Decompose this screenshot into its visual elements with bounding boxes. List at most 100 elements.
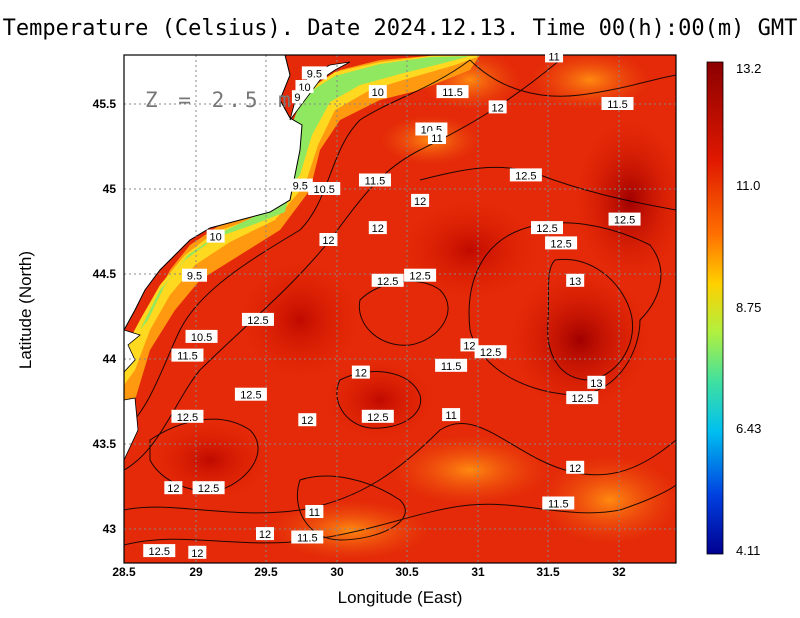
svg-text:9: 9 bbox=[294, 92, 300, 104]
svg-text:12: 12 bbox=[372, 223, 384, 235]
contour-label: 12 bbox=[188, 545, 207, 560]
x-tick: 32 bbox=[612, 565, 626, 579]
svg-text:13: 13 bbox=[590, 378, 602, 390]
y-tick: 45.5 bbox=[92, 97, 116, 111]
contour-label: 12.5 bbox=[566, 391, 599, 405]
svg-text:12.5: 12.5 bbox=[177, 412, 198, 424]
svg-text:10: 10 bbox=[210, 232, 222, 244]
svg-text:11.5: 11.5 bbox=[607, 99, 628, 111]
svg-text:9.5: 9.5 bbox=[293, 181, 308, 193]
colorbar-label-2: 11.0 bbox=[736, 178, 761, 193]
svg-text:12.5: 12.5 bbox=[240, 390, 261, 402]
x-tick: 28.5 bbox=[112, 565, 136, 579]
svg-text:12: 12 bbox=[301, 415, 313, 427]
svg-text:10.5: 10.5 bbox=[314, 184, 335, 196]
svg-text:11.5: 11.5 bbox=[297, 533, 318, 545]
contour-label: 10 bbox=[206, 229, 225, 244]
contour-label: 10.5 bbox=[308, 182, 341, 196]
contour-label: 9.5 bbox=[287, 178, 313, 193]
svg-text:13: 13 bbox=[569, 276, 581, 288]
svg-text:11.5: 11.5 bbox=[441, 361, 462, 373]
svg-text:12: 12 bbox=[191, 548, 203, 560]
contour-label: 12 bbox=[566, 460, 585, 475]
contour-label: 13 bbox=[566, 273, 585, 288]
contour-label: 10 bbox=[368, 85, 387, 99]
x-tick: 30 bbox=[330, 565, 344, 579]
svg-text:12: 12 bbox=[322, 235, 334, 247]
svg-text:12.5: 12.5 bbox=[149, 546, 170, 558]
svg-text:10: 10 bbox=[372, 87, 384, 99]
colorbar-label-min: 4.11 bbox=[736, 543, 761, 558]
svg-text:12.5: 12.5 bbox=[247, 315, 268, 327]
contour-label: 12.5 bbox=[241, 312, 274, 327]
colorbar-label-4: 6.43 bbox=[736, 421, 762, 436]
y-tick: 44.5 bbox=[92, 267, 116, 281]
contour-label: 12 bbox=[256, 527, 274, 541]
x-axis-label: Longitude (East) bbox=[337, 588, 463, 607]
contour-label: 12 bbox=[164, 481, 183, 495]
svg-text:11: 11 bbox=[309, 507, 320, 519]
svg-text:11.5: 11.5 bbox=[365, 176, 386, 188]
contour-label: 12.5 bbox=[531, 221, 563, 235]
svg-text:12: 12 bbox=[414, 196, 426, 208]
contour-label: 12 bbox=[319, 233, 338, 247]
plot-frame bbox=[123, 54, 677, 564]
svg-text:9.5: 9.5 bbox=[307, 68, 322, 80]
svg-text:12.5: 12.5 bbox=[515, 170, 536, 182]
svg-text:12.5: 12.5 bbox=[377, 276, 398, 288]
svg-text:12: 12 bbox=[167, 483, 179, 495]
contour-label: 12.5 bbox=[192, 481, 225, 495]
y-tick: 43 bbox=[102, 522, 116, 536]
contour-label: 11.5 bbox=[542, 496, 575, 511]
svg-text:12.5: 12.5 bbox=[480, 347, 501, 359]
colorbar bbox=[706, 61, 724, 555]
svg-text:12.5: 12.5 bbox=[536, 223, 557, 235]
svg-text:12.5: 12.5 bbox=[409, 271, 430, 283]
svg-text:11.5: 11.5 bbox=[177, 351, 198, 363]
svg-text:12: 12 bbox=[259, 529, 271, 541]
colorbar-label-3: 8.75 bbox=[736, 300, 762, 315]
svg-text:12.5: 12.5 bbox=[572, 393, 593, 405]
contour-label: 11 bbox=[428, 131, 447, 145]
svg-text:12: 12 bbox=[492, 102, 504, 114]
contour-label: 12.5 bbox=[371, 273, 404, 288]
x-tick: 29.5 bbox=[254, 565, 278, 579]
colorbar-label-max: 13.2 bbox=[736, 61, 762, 76]
contour-label: 12 bbox=[368, 221, 387, 235]
contour-label: 11.5 bbox=[435, 358, 468, 373]
svg-text:12.5: 12.5 bbox=[198, 483, 219, 495]
contour-label: 11.5 bbox=[291, 530, 324, 545]
contour-label: 11.5 bbox=[601, 97, 634, 111]
contour-label: 12.5 bbox=[404, 268, 437, 283]
svg-text:11.5: 11.5 bbox=[548, 499, 569, 511]
contour-label: 12.5 bbox=[361, 409, 394, 424]
x-tick: 31 bbox=[471, 565, 485, 579]
contour-label: 9.5 bbox=[301, 66, 327, 80]
svg-text:12: 12 bbox=[463, 340, 475, 352]
contour-label: 12 bbox=[351, 365, 370, 380]
contour-label: 12.5 bbox=[608, 212, 641, 227]
contour-label: 9.5 bbox=[182, 268, 207, 283]
svg-text:11: 11 bbox=[431, 133, 442, 145]
svg-text:12.5: 12.5 bbox=[367, 412, 388, 424]
contour-label: 12.5 bbox=[234, 387, 267, 402]
contour-label: 12.5 bbox=[474, 345, 507, 359]
contour-label: 13 bbox=[587, 375, 606, 390]
svg-text:11: 11 bbox=[445, 410, 456, 422]
contour-label: 11 bbox=[305, 505, 324, 519]
map-title: Temperature (Celsius). Date 2024.12.13. … bbox=[2, 16, 798, 41]
contour-label: 12 bbox=[460, 338, 479, 352]
contour-label: 12.5 bbox=[143, 544, 176, 558]
y-tick: 43.5 bbox=[92, 437, 116, 451]
x-tick: 30.5 bbox=[395, 565, 419, 579]
depth-label: Z = 2.5 m bbox=[145, 88, 295, 112]
contour-label: 12 bbox=[298, 413, 317, 427]
contour-label: 11.5 bbox=[358, 173, 391, 188]
svg-text:10.5: 10.5 bbox=[191, 332, 212, 344]
svg-text:11.5: 11.5 bbox=[442, 87, 463, 99]
contour-label: 12.5 bbox=[509, 168, 542, 182]
svg-text:12: 12 bbox=[355, 368, 367, 380]
contour-label: 12.5 bbox=[545, 236, 578, 250]
contour-label: 10.5 bbox=[185, 329, 218, 344]
